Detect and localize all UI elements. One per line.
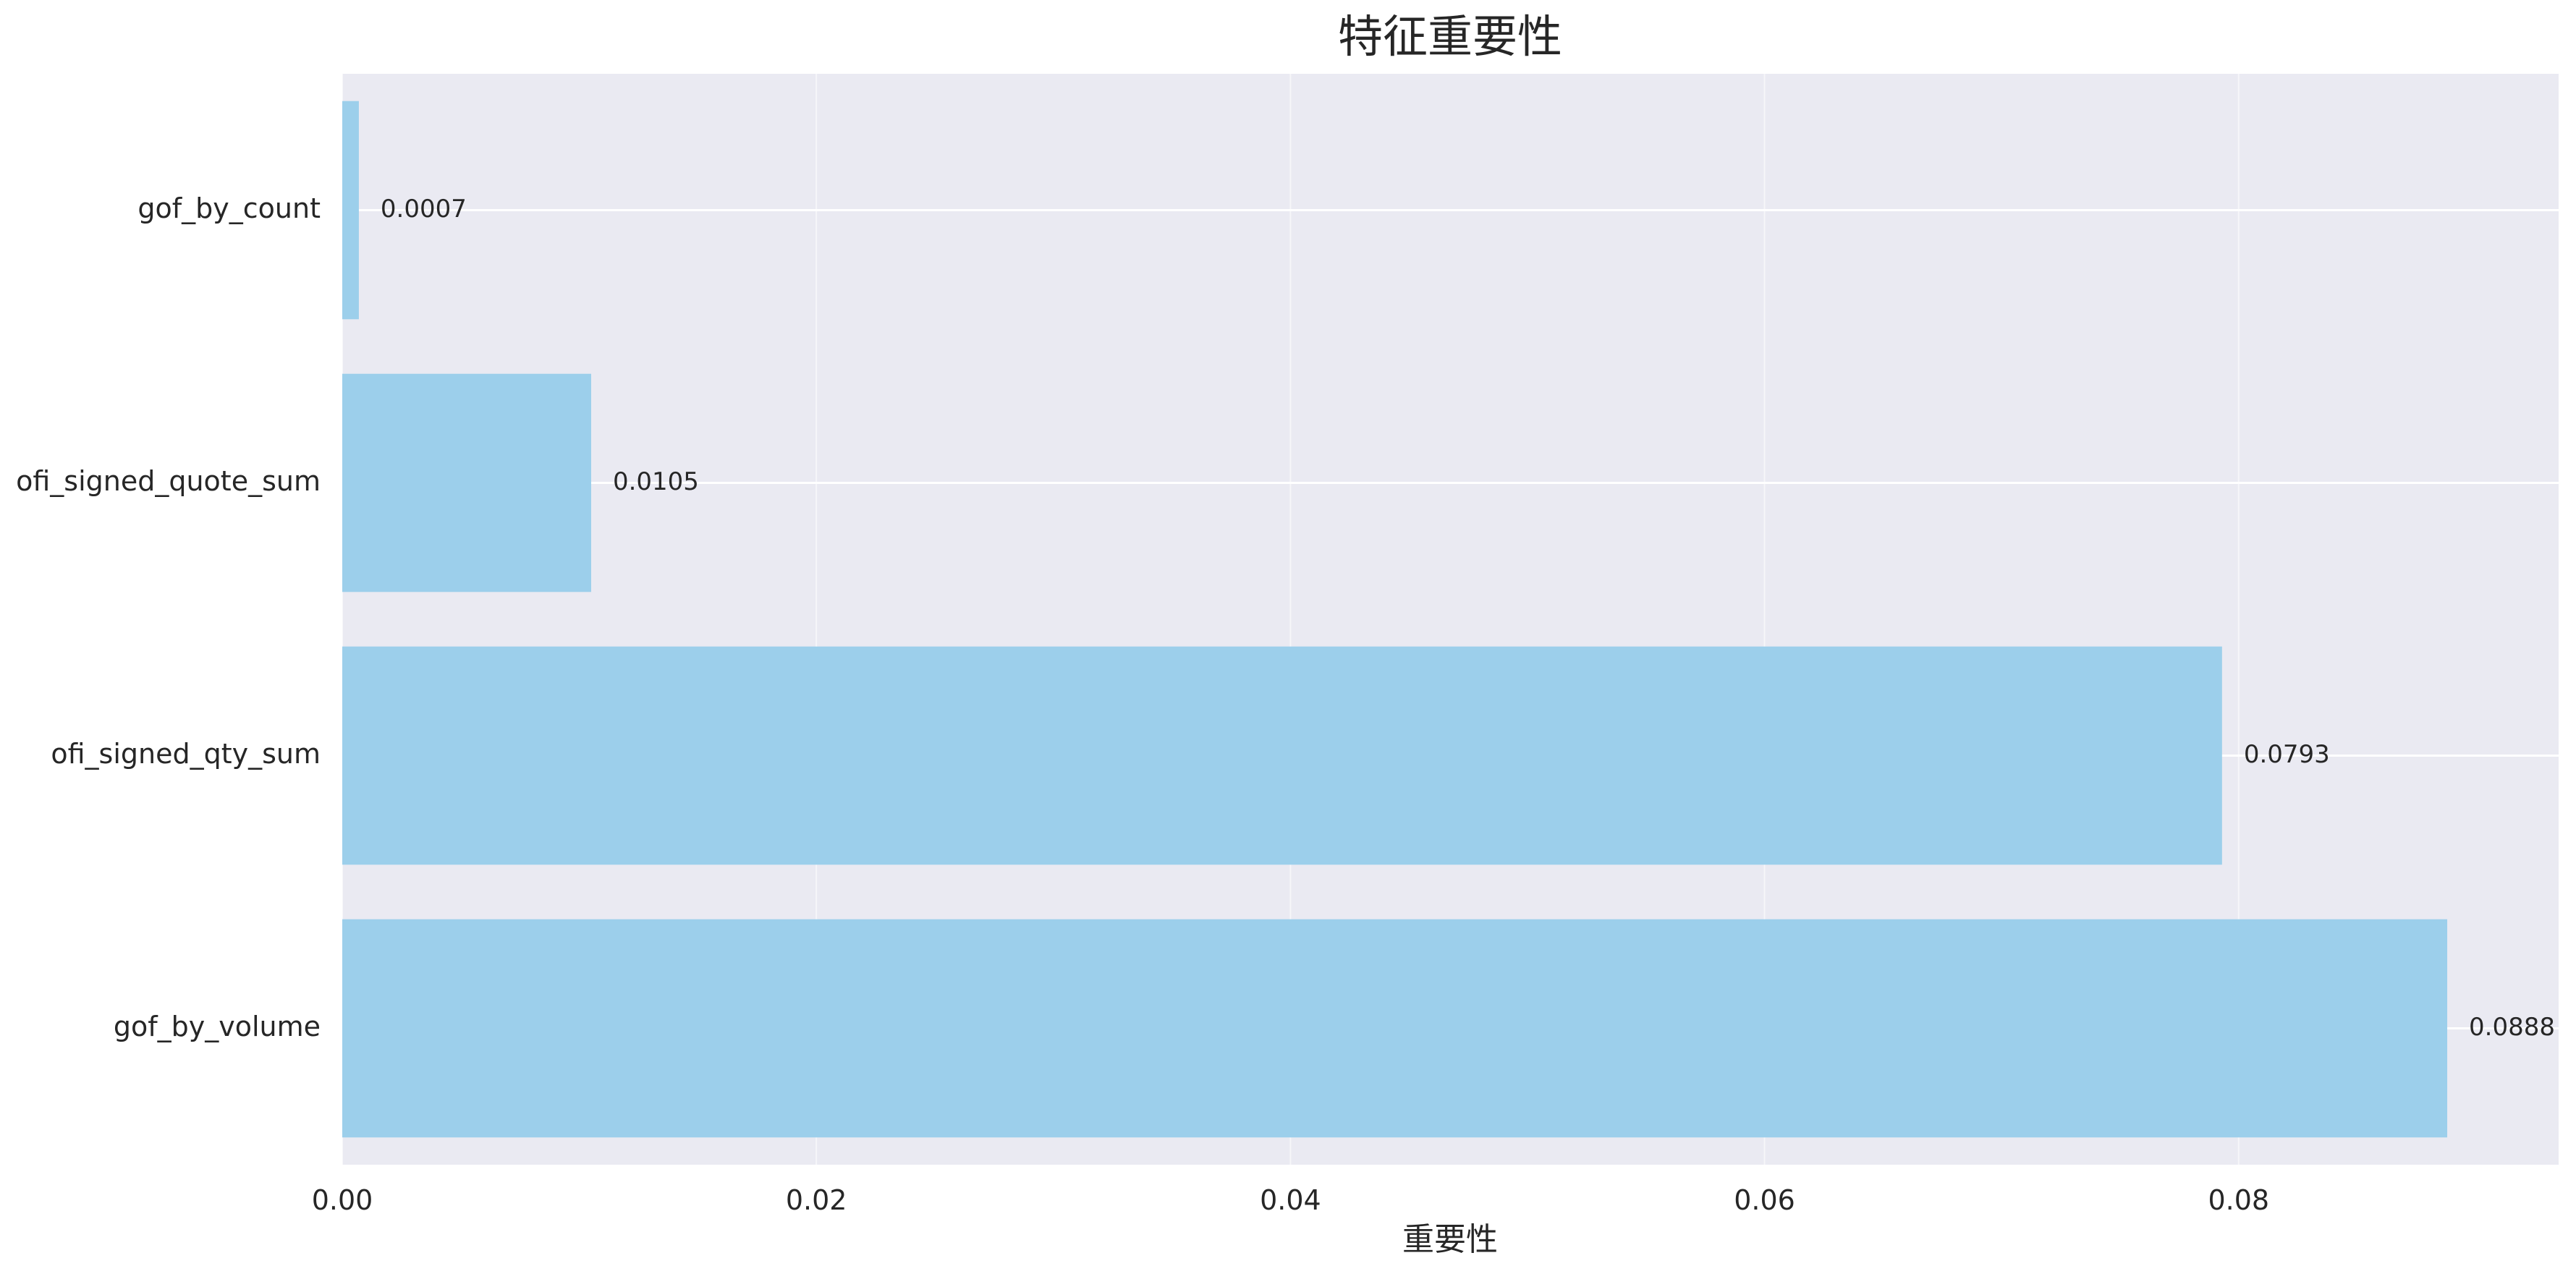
value-label-gof-by-volume: 0.0888 — [2469, 1013, 2555, 1042]
value-label-ofi-signed-quote-sum: 0.0105 — [613, 467, 699, 496]
value-label-ofi-signed-qty-sum: 0.0793 — [2244, 740, 2330, 769]
value-label-gof-by-count: 0.0007 — [381, 195, 467, 224]
x-axis-ticks: 0.00 0.02 0.04 0.06 0.08 — [312, 1184, 2269, 1216]
x-tick-label: 0.02 — [786, 1184, 847, 1216]
x-tick-label: 0.06 — [1734, 1184, 1795, 1216]
y-tick-label: ofi_signed_quote_sum — [16, 465, 321, 497]
bar-ofi-signed-qty-sum — [342, 646, 2222, 865]
y-tick-label: ofi_signed_qty_sum — [51, 738, 321, 770]
y-tick-label: gof_by_count — [137, 192, 321, 224]
x-axis-label: 重要性 — [1402, 1221, 1498, 1258]
x-tick-label: 0.04 — [1260, 1184, 1321, 1216]
y-tick-label: gof_by_volume — [114, 1011, 321, 1042]
bar-gof-by-volume — [342, 919, 2448, 1138]
x-tick-label: 0.08 — [2208, 1184, 2269, 1216]
chart-title: 特征重要性 — [1338, 10, 1562, 63]
y-axis-ticks: gof_by_count ofi_signed_quote_sum ofi_sign… — [16, 192, 321, 1042]
bar-ofi-signed-quote-sum — [342, 373, 591, 592]
x-tick-label: 0.00 — [312, 1184, 373, 1216]
bars — [342, 101, 2448, 1138]
value-labels: 0.0007 0.0105 0.0793 0.0888 — [381, 195, 2555, 1042]
bar-gof-by-count — [342, 101, 359, 320]
